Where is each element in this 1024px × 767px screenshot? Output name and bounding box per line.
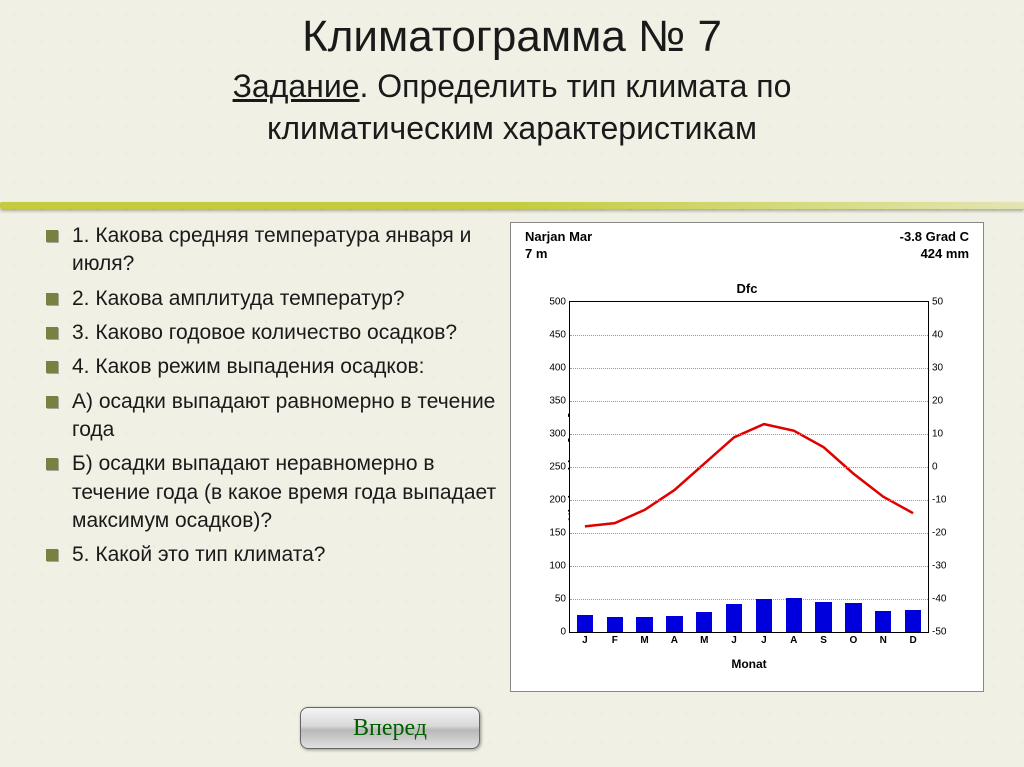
ytick-right: 50 bbox=[928, 297, 943, 308]
precip-bar bbox=[696, 612, 712, 632]
gridline bbox=[570, 533, 928, 534]
gridline bbox=[570, 335, 928, 336]
gridline bbox=[570, 368, 928, 369]
list-item: 5. Какой это тип климата? bbox=[40, 541, 500, 569]
gridline bbox=[570, 599, 928, 600]
precip-bar bbox=[815, 602, 831, 632]
ytick-right: -50 bbox=[928, 627, 946, 638]
chart-station-label: Narjan Mar 7 m bbox=[525, 229, 592, 263]
precip-bar bbox=[577, 615, 593, 632]
list-item: 4. Каков режим выпадения осадков: bbox=[40, 353, 500, 381]
ytick-right: 10 bbox=[928, 429, 943, 440]
precip-bar bbox=[607, 617, 623, 632]
ytick-left: 150 bbox=[549, 528, 570, 539]
station-elevation: 7 m bbox=[525, 246, 547, 261]
gridline bbox=[570, 500, 928, 501]
slide-subtitle: Задание. Определить тип климата по клима… bbox=[0, 66, 1024, 149]
x-axis-label: Monat bbox=[569, 657, 929, 671]
gridline bbox=[570, 467, 928, 468]
precip-bar bbox=[905, 610, 921, 632]
precip-bar bbox=[756, 599, 772, 632]
ytick-right: 0 bbox=[928, 462, 938, 473]
xtick: D bbox=[909, 632, 916, 646]
precip-bar bbox=[726, 604, 742, 632]
subtitle-part2: климатическим характеристикам bbox=[267, 110, 757, 146]
xtick: A bbox=[790, 632, 797, 646]
ytick-left: 250 bbox=[549, 462, 570, 473]
list-item: 1. Какова средняя температура января и и… bbox=[40, 222, 500, 279]
xtick: J bbox=[731, 632, 737, 646]
xtick: J bbox=[761, 632, 767, 646]
xtick: M bbox=[700, 632, 708, 646]
ytick-right: -30 bbox=[928, 561, 946, 572]
gridline bbox=[570, 401, 928, 402]
subtitle-part1: . Определить тип климата по bbox=[360, 68, 792, 104]
xtick: N bbox=[880, 632, 887, 646]
xtick: J bbox=[582, 632, 588, 646]
ytick-left: 450 bbox=[549, 330, 570, 341]
subtitle-task-word: Задание bbox=[233, 68, 360, 104]
forward-button[interactable]: Вперед bbox=[300, 707, 480, 749]
precip-bar bbox=[786, 598, 802, 632]
ytick-left: 300 bbox=[549, 429, 570, 440]
precip-bar bbox=[845, 603, 861, 632]
list-item: Б) осадки выпадают неравномерно в течени… bbox=[40, 450, 500, 535]
precip-bar bbox=[875, 611, 891, 632]
plot-area: 050100150200250300350400450500-50-40-30-… bbox=[569, 301, 929, 633]
ytick-left: 500 bbox=[549, 297, 570, 308]
ytick-left: 0 bbox=[560, 627, 570, 638]
ytick-right: -40 bbox=[928, 594, 946, 605]
precip-total: 424 mm bbox=[921, 246, 969, 261]
ytick-right: 30 bbox=[928, 363, 943, 374]
ytick-left: 50 bbox=[555, 594, 570, 605]
list-item: А) осадки выпадают равномерно в течение … bbox=[40, 388, 500, 445]
list-item: 2. Какова амплитуда температур? bbox=[40, 285, 500, 313]
gridline bbox=[570, 566, 928, 567]
xtick: S bbox=[820, 632, 827, 646]
ytick-left: 400 bbox=[549, 363, 570, 374]
slide-title: Климатограмма № 7 bbox=[0, 0, 1024, 62]
ytick-right: 20 bbox=[928, 396, 943, 407]
divider-line bbox=[0, 202, 1024, 209]
ytick-right: 40 bbox=[928, 330, 943, 341]
ytick-left: 100 bbox=[549, 561, 570, 572]
ytick-left: 200 bbox=[549, 495, 570, 506]
question-list: 1. Какова средняя температура января и и… bbox=[40, 222, 510, 747]
list-item: 3. Каково годовое количество осадков? bbox=[40, 319, 500, 347]
xtick: O bbox=[850, 632, 858, 646]
gridline bbox=[570, 434, 928, 435]
chart-summary-label: -3.8 Grad C 424 mm bbox=[900, 229, 969, 263]
precip-bar bbox=[636, 617, 652, 632]
ytick-right: -10 bbox=[928, 495, 946, 506]
xtick: M bbox=[640, 632, 648, 646]
precip-bar bbox=[666, 616, 682, 632]
station-name: Narjan Mar bbox=[525, 229, 592, 244]
xtick: A bbox=[671, 632, 678, 646]
koppen-code: Dfc bbox=[511, 281, 983, 296]
xtick: F bbox=[612, 632, 618, 646]
avg-temp: -3.8 Grad C bbox=[900, 229, 969, 244]
ytick-right: -20 bbox=[928, 528, 946, 539]
climate-chart: Narjan Mar 7 m -3.8 Grad C 424 mm Dfc Ni… bbox=[510, 222, 984, 692]
ytick-left: 350 bbox=[549, 396, 570, 407]
